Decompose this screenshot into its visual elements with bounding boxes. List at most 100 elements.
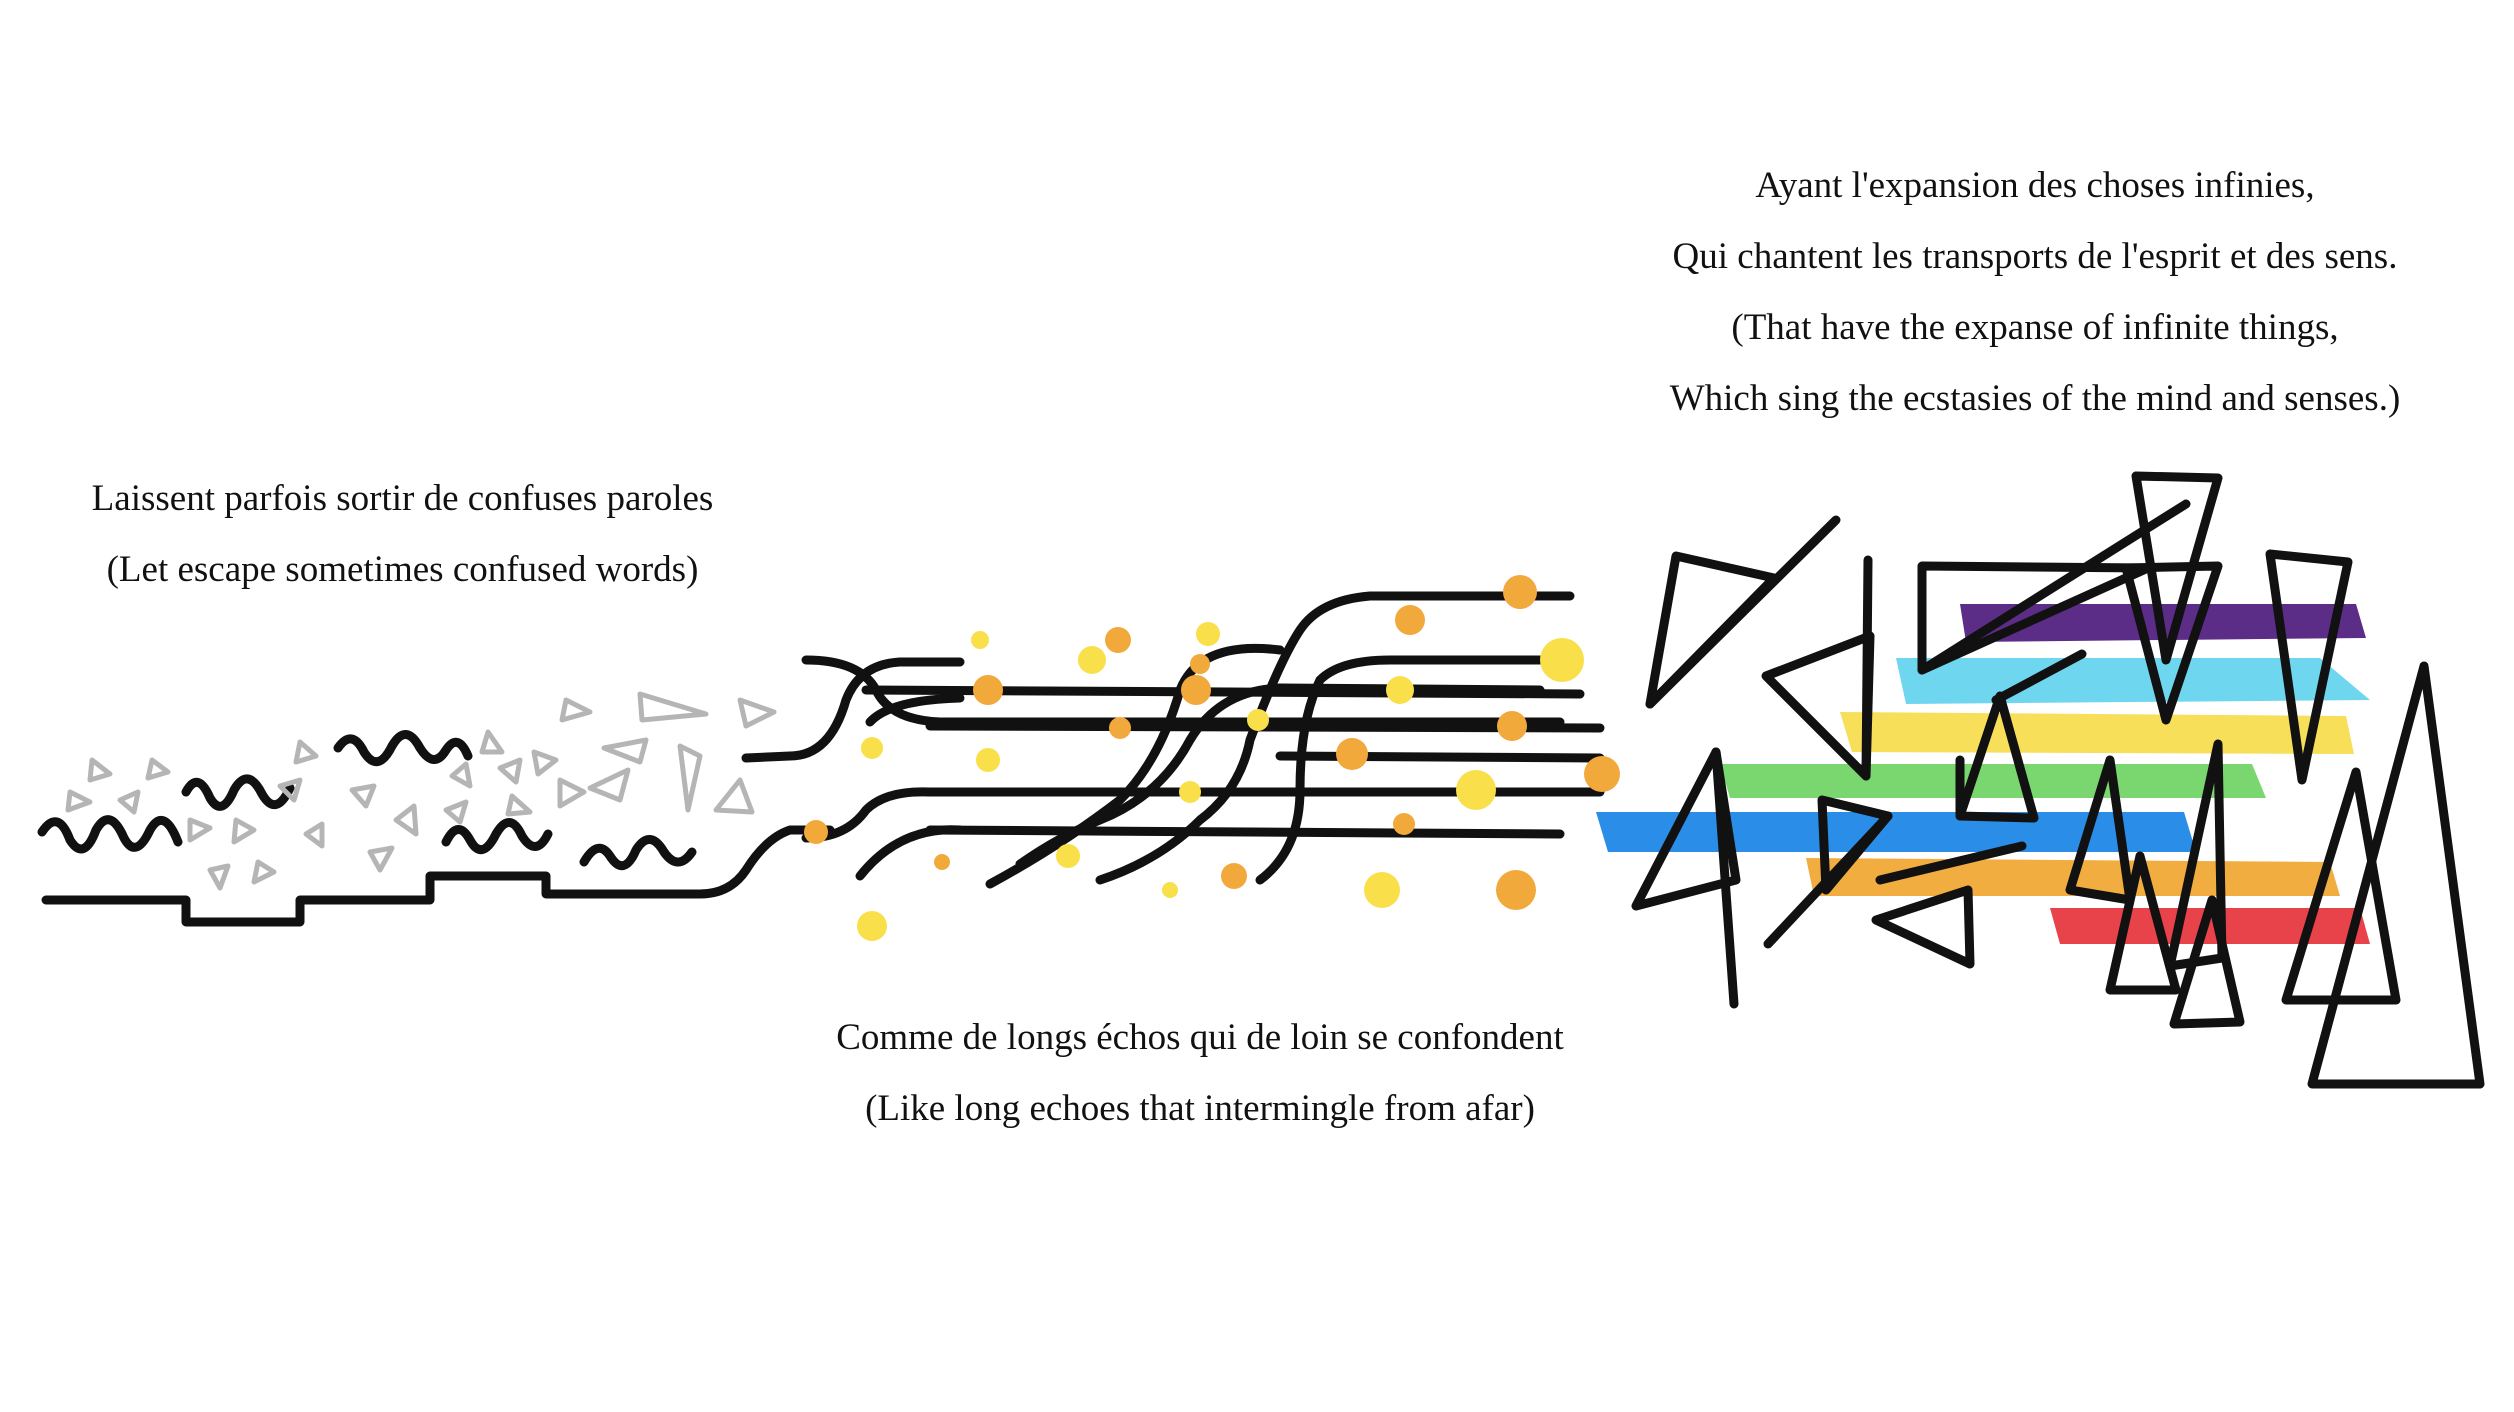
black-line [1875, 841, 2027, 885]
orange-dot [1584, 756, 1620, 792]
yellow-dot [857, 911, 887, 941]
yellow-dot [1179, 781, 1201, 803]
squiggle-1 [37, 815, 183, 854]
grey-triangle [349, 783, 377, 809]
orange-dot [1190, 654, 1210, 674]
orange-dot [1393, 813, 1415, 835]
grey-triangle [231, 817, 257, 845]
squiggle-5 [579, 835, 697, 870]
stepped-line [41, 657, 965, 927]
grey-triangle [251, 859, 277, 885]
yellow-dot [1386, 676, 1414, 704]
grey-triangle [293, 739, 319, 765]
grey-triangle [87, 757, 113, 783]
black-triangle [2121, 561, 2223, 725]
yellow-dot [976, 748, 1000, 772]
black-triangle [1917, 561, 2153, 675]
black-line [1955, 649, 2087, 821]
grey-triangle [207, 863, 231, 891]
band-yellow [1840, 712, 2354, 754]
caption-french-line: Laissent parfois sortir de confuses paro… [91, 478, 714, 519]
caption-french-line-2: Qui chantent les transports de l'esprit … [1672, 236, 2398, 277]
orange-dot [973, 675, 1003, 705]
band-cyan [1896, 658, 2370, 704]
caption-echoes: Comme de longs échos qui de loin se conf… [735, 1002, 1665, 1144]
grey-triangle [557, 777, 587, 809]
black-triangle [1761, 631, 1875, 781]
caption-english-line-1: (That have the expanse of infinite thing… [1731, 307, 2339, 348]
orange-dot [1221, 863, 1247, 889]
yellow-dot [861, 737, 883, 759]
yellow-dot [1056, 844, 1080, 868]
grey-triangle [187, 817, 213, 843]
yellow-dot [1078, 646, 1106, 674]
band-blue [1596, 812, 2196, 852]
yellow-dot [1247, 709, 1269, 731]
echo-dots [804, 575, 1620, 941]
orange-dot [804, 820, 828, 844]
echo-lines [801, 591, 1605, 889]
squiggle-4 [441, 818, 553, 854]
black-line [1645, 515, 1841, 709]
grey-triangle [145, 757, 171, 781]
caption-infinite-things: Ayant l'expansion des choses infinies, Q… [1580, 150, 2490, 434]
grey-triangle [479, 729, 505, 755]
black-triangle [2105, 851, 2181, 995]
black-line [1763, 811, 1893, 949]
orange-dot [934, 854, 950, 870]
grey-triangle [393, 803, 419, 837]
grey-triangle [505, 793, 533, 817]
grey-triangle [367, 845, 395, 873]
squiggle-3 [333, 730, 473, 766]
black-line [1861, 555, 1873, 781]
black-triangles [1631, 471, 2485, 1089]
grey-triangle [303, 821, 325, 849]
caption-english-line: (Like long echoes that intermingle from … [865, 1088, 1535, 1129]
grey-triangle [117, 789, 141, 815]
confused-words-scribbles [37, 730, 697, 870]
band-green [1720, 764, 2266, 798]
yellow-dot [1540, 638, 1584, 682]
orange-dot [1497, 711, 1527, 741]
black-triangle [2169, 895, 2245, 1029]
black-triangle [2265, 549, 2353, 785]
yellow-dot [1364, 872, 1400, 908]
yellow-dot [971, 631, 989, 649]
black-triangle [1871, 885, 1975, 969]
grey-triangle [497, 757, 523, 785]
caption-confused-words: Laissent parfois sortir de confuses paro… [20, 463, 785, 605]
grey-triangle [637, 691, 709, 723]
squiggle-2 [181, 774, 295, 811]
grey-triangle [277, 777, 303, 803]
black-line [1711, 747, 1739, 1009]
color-bands [1596, 604, 2370, 944]
orange-dot [1181, 675, 1211, 705]
yellow-dot [1456, 770, 1496, 810]
grey-triangle [65, 789, 93, 813]
caption-french-line-1: Ayant l'expansion des choses infinies, [1755, 165, 2315, 206]
orange-dot [1336, 738, 1368, 770]
orange-dot [1503, 575, 1537, 609]
black-triangle [2307, 661, 2485, 1089]
grey-triangle [601, 737, 649, 765]
orange-dot [1105, 627, 1131, 653]
caption-english-line-2: Which sing the ecstasies of the mind and… [1669, 378, 2401, 419]
grey-triangle [587, 767, 631, 803]
orange-dot [1109, 717, 1131, 739]
black-triangle [2281, 767, 2401, 1005]
yellow-dot [1196, 622, 1220, 646]
grey-triangle [737, 697, 777, 729]
grey-triangle [449, 761, 473, 789]
grey-triangle [559, 697, 593, 723]
caption-english-line: (Let escape sometimes confused words) [106, 549, 699, 590]
orange-dot [1496, 870, 1536, 910]
grey-triangle [713, 777, 755, 815]
grey-triangle [677, 743, 703, 813]
caption-french-line: Comme de longs échos qui de loin se conf… [836, 1017, 1564, 1058]
grey-triangle [531, 749, 559, 777]
grey-triangle [443, 799, 469, 825]
black-triangle [2065, 755, 2135, 905]
grey-triangles [65, 691, 777, 891]
black-triangle [1631, 747, 1741, 911]
